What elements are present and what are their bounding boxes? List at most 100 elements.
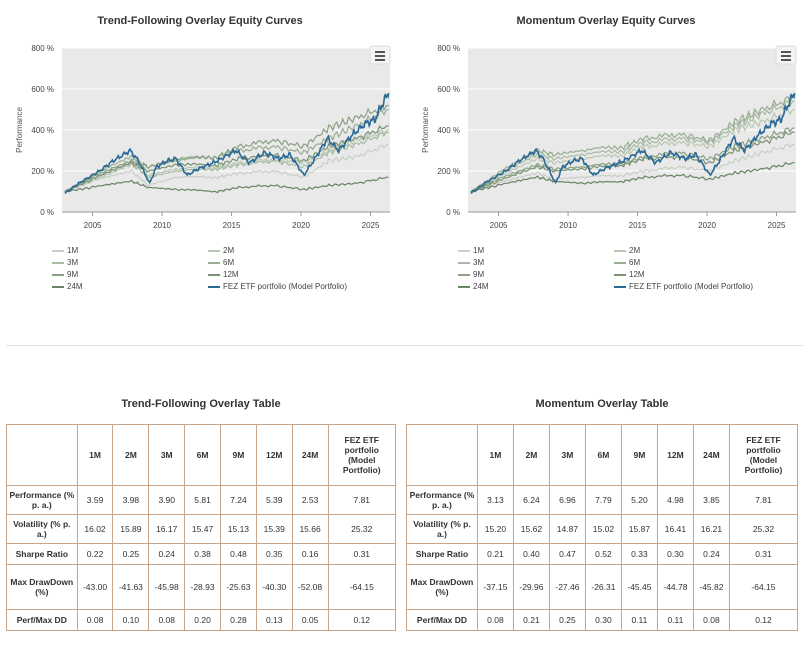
legend-item[interactable]: 3M [52, 258, 78, 267]
table-cell: 0.48 [219, 543, 257, 565]
table-cell: -44.78 [656, 564, 694, 610]
table-cell: 0.24 [148, 543, 186, 565]
table-cell: 15.20 [476, 514, 514, 544]
table-cell: 3.98 [112, 485, 150, 515]
table-row: Volatility (% p. a.) 16.02 15.89 16.17 15.47… [6, 514, 397, 544]
table-row: Max DrawDown (%) -37.15 -29.96 -27.46 -26.31… [406, 564, 799, 610]
table-cell: -64.15 [327, 564, 397, 610]
chart-menu-icon[interactable] [775, 45, 797, 65]
table-cell: -45.45 [620, 564, 658, 610]
table-column-header: 24M [291, 424, 329, 486]
legend-swatch [208, 273, 220, 276]
table-row: Sharpe Ratio 0.21 0.40 0.47 0.52 0.33 0.30 0.24… [406, 543, 799, 565]
trend-table-title: Trend-Following Overlay Table [121, 398, 281, 410]
table-cell: -45.82 [692, 564, 730, 610]
table-row: Sharpe Ratio 0.22 0.25 0.24 0.38 0.48 0.35 0.16… [6, 543, 397, 565]
y-tick-label: 800 % [31, 44, 54, 53]
momentum-table: 1M 2M 3M 6M 9M 12M 24M FEZ ETF portfolio (Model… [406, 424, 799, 631]
table-cell: 0.10 [112, 609, 150, 631]
x-tick-label: 2015 [629, 221, 647, 230]
legend-item[interactable]: 9M [458, 270, 484, 279]
legend-label: 3M [473, 258, 485, 267]
table-cell: 15.47 [184, 514, 221, 544]
series-line [64, 176, 389, 194]
legend-item[interactable]: FEZ ETF portfolio (Model Portfolio) [614, 282, 753, 291]
table-cell: 0.12 [327, 609, 397, 631]
chart-menu-icon[interactable] [369, 45, 391, 65]
table-cell: 0.52 [584, 543, 622, 565]
legend-item[interactable]: 24M [458, 282, 489, 291]
table-cell: 0.28 [219, 609, 257, 631]
table-cell: 2.53 [291, 485, 329, 515]
legend-swatch [52, 285, 64, 288]
table-cell: 0.30 [656, 543, 694, 565]
legend-item[interactable]: 9M [52, 270, 78, 279]
legend-swatch [52, 261, 64, 264]
legend-item[interactable]: 3M [458, 258, 484, 267]
legend-swatch [614, 273, 626, 276]
table-cell: 16.17 [148, 514, 186, 544]
table-cell: 0.31 [327, 543, 397, 565]
x-tick-label: 2015 [223, 221, 241, 230]
table-cell: 0.08 [76, 609, 114, 631]
table-row: Perf/Max DD 0.08 0.10 0.08 0.20 0.28 0.13 0.05 0… [6, 609, 397, 631]
legend-item[interactable]: 12M [614, 270, 645, 279]
table-cell: 15.66 [291, 514, 329, 544]
table-cell: 7.81 [728, 485, 799, 515]
legend-label: 24M [473, 282, 489, 291]
row-header: Performance (% p. a.) [406, 485, 478, 515]
row-header: Perf/Max DD [406, 609, 478, 631]
table-cell: 3.59 [76, 485, 114, 515]
legend-swatch [52, 249, 64, 252]
row-header: Sharpe Ratio [406, 543, 478, 565]
row-header: Max DrawDown (%) [6, 564, 78, 610]
legend-item[interactable]: 6M [614, 258, 640, 267]
table-cell: 0.33 [620, 543, 658, 565]
table-cell: 0.38 [184, 543, 221, 565]
legend-item[interactable]: 2M [208, 246, 234, 255]
table-cell: 3.13 [476, 485, 514, 515]
table-cell: -29.96 [512, 564, 550, 610]
row-header: Max DrawDown (%) [406, 564, 478, 610]
table-cell: 0.21 [476, 543, 514, 565]
y-tick-label: 400 % [437, 126, 460, 135]
x-tick-label: 2005 [84, 221, 102, 230]
table-cell: -43.00 [76, 564, 114, 610]
table-cell: 15.02 [584, 514, 622, 544]
legend-label: 1M [473, 246, 485, 255]
table-cell: 0.21 [512, 609, 550, 631]
row-header: Volatility (% p. a.) [406, 514, 478, 544]
legend-label: 2M [629, 246, 641, 255]
series-line [64, 143, 389, 193]
table-cell: 4.98 [656, 485, 694, 515]
legend-item[interactable]: 2M [614, 246, 640, 255]
table-column-header [406, 424, 478, 486]
table-cell: 16.02 [76, 514, 114, 544]
legend-swatch [52, 273, 64, 276]
legend-item[interactable]: 24M [52, 282, 83, 291]
series-line [470, 108, 795, 193]
legend-item[interactable]: FEZ ETF portfolio (Model Portfolio) [208, 282, 347, 291]
row-header: Volatility (% p. a.) [6, 514, 78, 544]
y-tick-label: 0 % [40, 208, 54, 217]
table-cell: -28.93 [184, 564, 221, 610]
table-column-header: FEZ ETF portfolio (Model Portfolio) [327, 424, 397, 486]
legend-swatch [614, 249, 626, 252]
table-cell: -41.63 [112, 564, 150, 610]
row-header: Performance (% p. a.) [6, 485, 78, 515]
row-header: Perf/Max DD [6, 609, 78, 631]
table-cell: 0.08 [148, 609, 186, 631]
legend-item[interactable]: 12M [208, 270, 239, 279]
table-column-header: 6M [584, 424, 622, 486]
table-cell: 15.62 [512, 514, 550, 544]
table-column-header [6, 424, 78, 486]
legend-item[interactable]: 6M [208, 258, 234, 267]
legend-item[interactable]: 1M [52, 246, 78, 255]
legend-item[interactable]: 1M [458, 246, 484, 255]
table-cell: -25.63 [219, 564, 257, 610]
y-tick-label: 600 % [437, 85, 460, 94]
table-column-header: 1M [76, 424, 114, 486]
table-cell: 5.39 [255, 485, 293, 515]
table-cell: 15.13 [219, 514, 257, 544]
trend-following-table: 1M 2M 3M 6M 9M 12M 24M FEZ ETF portfolio (Model… [6, 424, 397, 631]
